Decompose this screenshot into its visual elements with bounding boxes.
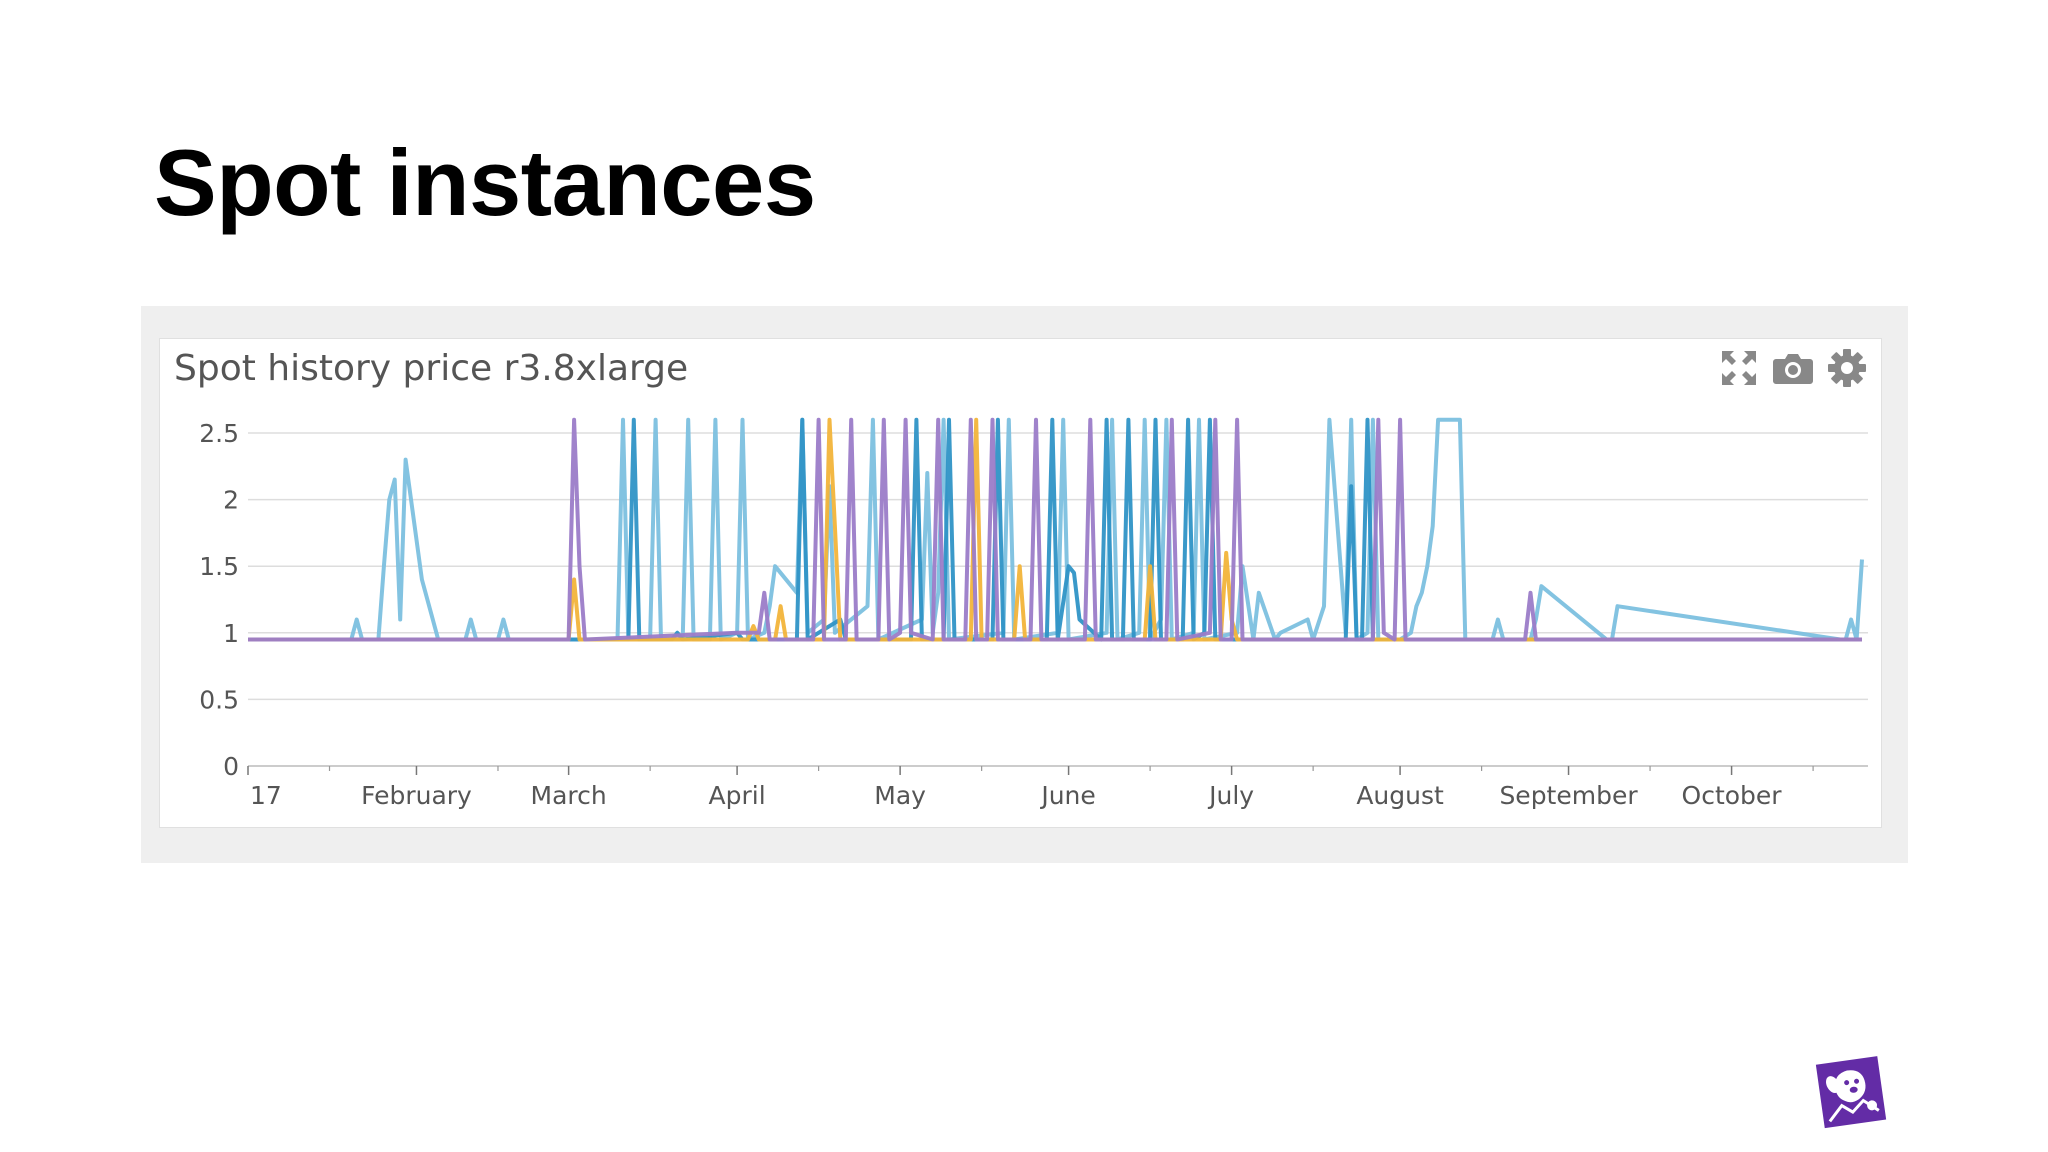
- gear-icon: [1828, 349, 1866, 387]
- timeseries-widget: [159, 338, 1882, 828]
- widget-toolbar: [1718, 346, 1868, 390]
- expand-icon: [1722, 351, 1756, 385]
- settings-button[interactable]: [1826, 347, 1868, 389]
- slide-title: Spot instances: [154, 130, 816, 235]
- expand-button[interactable]: [1718, 347, 1760, 389]
- camera-icon: [1773, 354, 1813, 384]
- datadog-logo: [1815, 1056, 1887, 1129]
- widget-title: Spot history price r3.8xlarge: [174, 348, 689, 389]
- snapshot-button[interactable]: [1772, 347, 1814, 389]
